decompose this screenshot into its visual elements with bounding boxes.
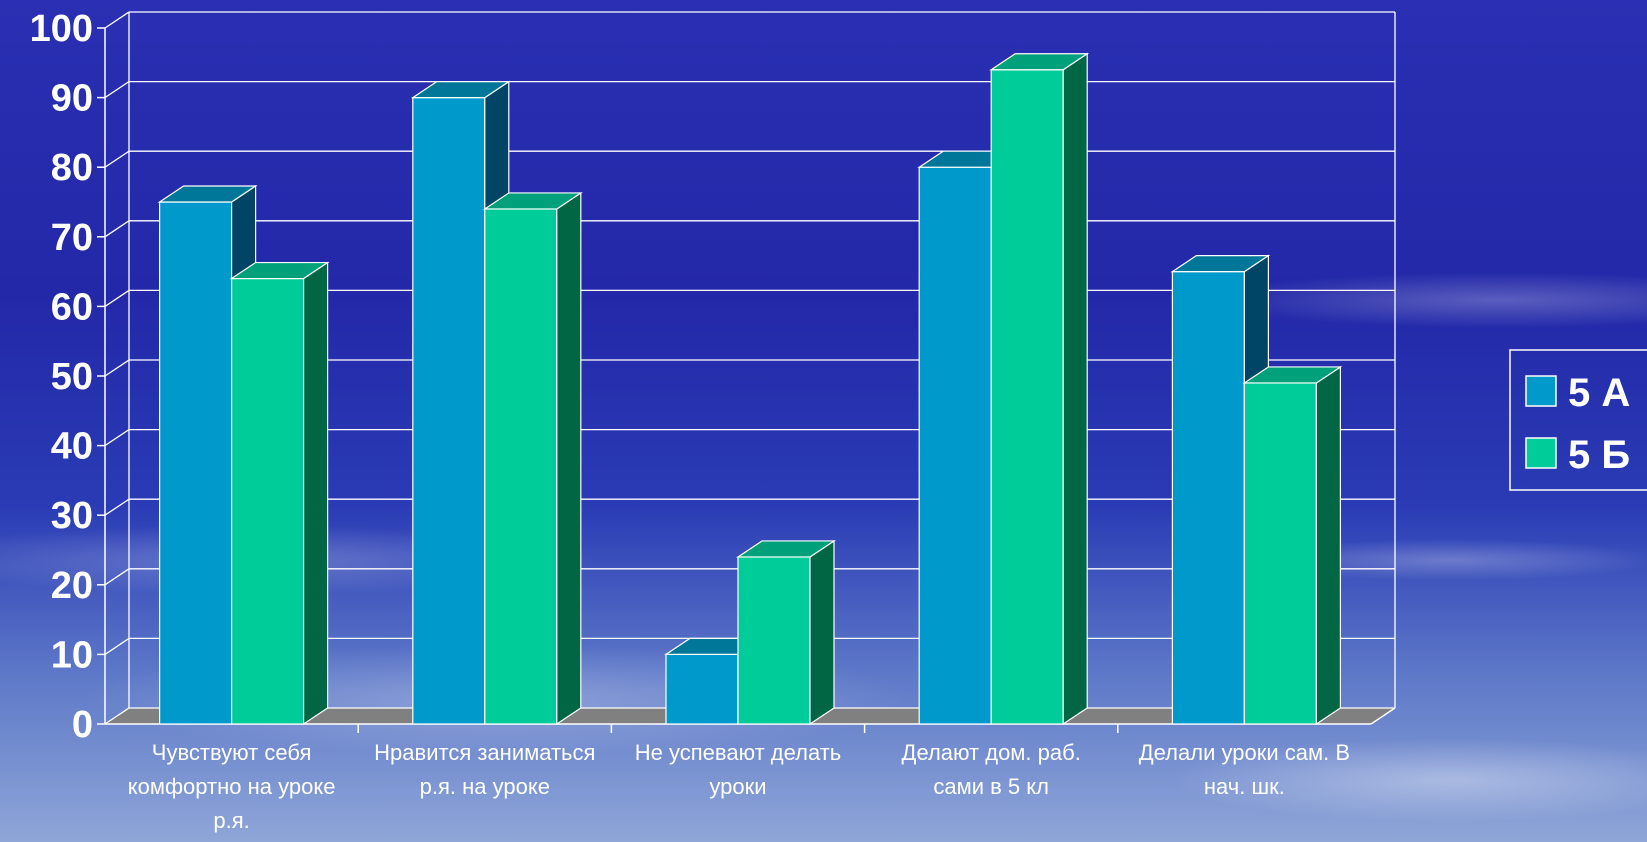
x-tick-label: сами в 5 кл [933, 774, 1049, 799]
y-tick-label: 90 [51, 78, 93, 120]
bar-side [303, 261, 329, 726]
y-tick-label: 30 [51, 495, 93, 537]
gridline-side [104, 81, 130, 99]
bar-5 Б-0 [229, 261, 330, 726]
x-tick-label: Делали уроки сам. В [1139, 740, 1350, 765]
x-tick-label: Нравится заниматься [374, 740, 595, 765]
y-tick-label: 20 [51, 565, 93, 607]
bar-5 Б-2 [736, 539, 836, 726]
x-tick-label: Не успевают делать [635, 740, 842, 765]
bar-top [989, 53, 1090, 71]
x-tick-label: уроки [709, 774, 766, 799]
gridline-side [104, 568, 130, 586]
legend: 5 А5 Б [1509, 349, 1647, 491]
y-tick-label: 40 [51, 426, 93, 468]
y-tick-label: 70 [51, 217, 93, 259]
bar-top [482, 192, 583, 210]
bar-front [665, 653, 739, 725]
y-tick-label: 50 [51, 356, 93, 398]
legend-label: 5 А [1568, 371, 1630, 415]
bar-side [1315, 365, 1342, 726]
bar-side [1062, 52, 1088, 726]
gridline-side [104, 707, 130, 725]
bar-front [231, 277, 305, 725]
y-tick-label: 10 [51, 634, 93, 676]
gridline-side [104, 429, 130, 447]
legend-swatch [1525, 437, 1557, 469]
gridline-side [104, 637, 130, 655]
y-tick-label: 0 [72, 704, 93, 746]
labels-layer: 0 10 20 30 40 50 60 70 80 90 100 Чувствуют себя комф… [30, 8, 1350, 833]
bar-top [736, 540, 836, 558]
x-tick-label: Делают дом. раб. [902, 740, 1081, 765]
y-tick-label: 100 [30, 8, 93, 50]
gridline-side [104, 289, 130, 307]
bar-front [990, 69, 1064, 725]
gridline-side [104, 359, 130, 377]
bars-layer [157, 52, 1343, 726]
bar-top [229, 261, 330, 280]
gridline-side [104, 498, 130, 516]
x-tick-label: комфортно на уроке [128, 774, 336, 799]
bar-front [159, 201, 233, 725]
y-tick-label: 60 [51, 286, 93, 328]
bar-top [410, 80, 511, 99]
gridline-side [104, 220, 130, 238]
legend-swatch [1525, 375, 1557, 407]
gridline-side [104, 150, 130, 168]
bar-front [737, 556, 811, 725]
legend-box [1509, 349, 1647, 491]
bar-side [809, 539, 835, 726]
bar-top [157, 185, 258, 203]
bar-5 Б-4 [1242, 365, 1343, 726]
bar-front [918, 166, 992, 725]
bar-top [1242, 366, 1343, 384]
bar-5 Б-3 [989, 52, 1090, 726]
bar-5 Б-1 [482, 191, 583, 726]
x-tick-label: Чувствуют себя [152, 740, 312, 765]
bar-front [484, 208, 558, 725]
bar-front [412, 96, 486, 725]
bar-front [1171, 271, 1246, 725]
legend-label: 5 Б [1568, 433, 1630, 477]
bar-top [1170, 255, 1271, 273]
x-tick-label: р.я. на уроке [420, 774, 550, 799]
x-tick-label: нач. шк. [1204, 774, 1285, 799]
x-tick-label: р.я. [213, 808, 249, 833]
gridline-side [104, 11, 130, 29]
bar-front [1243, 382, 1318, 725]
bar-side [556, 191, 582, 726]
y-tick-label: 80 [51, 147, 93, 189]
x-axis-depth [1370, 707, 1396, 725]
